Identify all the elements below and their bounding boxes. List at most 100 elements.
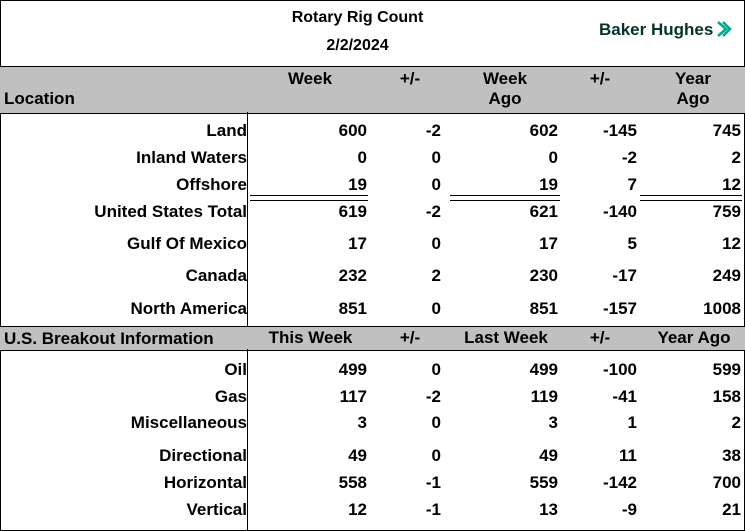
week-value: 619 xyxy=(338,202,367,221)
week-ago-value: 49 xyxy=(539,446,558,465)
year-ago-value: 2 xyxy=(731,413,741,432)
change-value: -2 xyxy=(621,148,637,167)
row-label: Offshore xyxy=(176,175,247,194)
year-ago-value: 12 xyxy=(722,234,741,253)
change-value: -41 xyxy=(612,387,637,406)
this-week-header: This Week xyxy=(268,328,353,347)
row-label: Horizontal xyxy=(163,473,247,492)
report-date: 2/2/2024 xyxy=(326,37,389,54)
column-separator xyxy=(247,349,248,531)
week-ago-value: 0 xyxy=(548,148,558,167)
week-value: 851 xyxy=(338,299,367,318)
week-ago-value: 17 xyxy=(539,234,558,253)
change-value: -142 xyxy=(602,473,637,492)
total-underline xyxy=(250,195,368,201)
change-header-1: +/- xyxy=(399,69,421,88)
week-value: 3 xyxy=(357,413,367,432)
week-ago-value: 230 xyxy=(529,266,558,285)
year-ago-header: Year Ago xyxy=(675,69,711,108)
brand-name: Baker Hughes xyxy=(599,20,714,39)
change-value: 0 xyxy=(431,175,441,194)
row-label: Inland Waters xyxy=(136,148,247,167)
week-value: 19 xyxy=(348,175,367,194)
week-value: 499 xyxy=(338,360,367,379)
change-value: 11 xyxy=(619,446,637,465)
row-label: United States Total xyxy=(94,202,247,221)
change-value: -9 xyxy=(621,500,637,519)
change-value: -100 xyxy=(602,360,637,379)
row-label: Canada xyxy=(185,266,247,285)
total-underline xyxy=(450,195,560,201)
week-ago-value: 602 xyxy=(529,121,558,140)
change-value: 0 xyxy=(431,234,441,253)
total-underline xyxy=(640,195,742,201)
week-value: 17 xyxy=(348,234,367,253)
change-value: 0 xyxy=(431,446,441,465)
change-value: -2 xyxy=(425,202,441,221)
row-label: Gas xyxy=(214,387,247,406)
report-title: Rotary Rig Count xyxy=(291,9,424,26)
year-ago-value: 700 xyxy=(712,473,741,492)
change-value: 0 xyxy=(431,360,441,379)
week-value: 0 xyxy=(357,148,367,167)
change-value: -2 xyxy=(425,121,441,140)
week-ago-value: 119 xyxy=(530,387,558,406)
year-ago-value: 38 xyxy=(722,446,741,465)
change-value: 0 xyxy=(431,413,441,432)
week-ago-value: 621 xyxy=(529,202,558,221)
year-ago-value: 12 xyxy=(722,175,741,194)
change-value: 7 xyxy=(627,175,637,194)
change-value: 5 xyxy=(627,234,637,253)
week-value: 117 xyxy=(339,387,367,406)
change-value: 0 xyxy=(431,148,441,167)
week-header: Week xyxy=(287,69,333,88)
year-ago-value: 2 xyxy=(731,148,741,167)
change-value: -145 xyxy=(602,121,637,140)
change-value: -140 xyxy=(602,202,637,221)
year-ago-value: 1008 xyxy=(703,299,741,318)
change-value: 2 xyxy=(431,266,441,285)
week-value: 49 xyxy=(348,446,367,465)
breakout-header: U.S. Breakout Information xyxy=(4,329,214,348)
breakout-change-header-2: +/- xyxy=(589,328,611,347)
change-value: -1 xyxy=(425,473,441,492)
year-ago-value: 599 xyxy=(712,360,741,379)
week-ago-value: 499 xyxy=(529,360,558,379)
week-ago-value: 13 xyxy=(539,500,558,519)
change-value: -17 xyxy=(612,266,637,285)
year-ago-value: 745 xyxy=(712,121,741,140)
location-header: Location xyxy=(4,89,75,108)
change-value: -1 xyxy=(425,500,441,519)
year-ago-value: 759 xyxy=(712,202,741,221)
row-label: Miscellaneous xyxy=(130,413,247,432)
breakout-header-band xyxy=(0,326,745,351)
week-value: 558 xyxy=(338,473,367,492)
row-label: Land xyxy=(206,121,247,140)
week-ago-header: Week Ago xyxy=(482,69,528,108)
year-ago-value: 249 xyxy=(712,266,741,285)
location-header-band xyxy=(0,66,745,114)
change-value: -2 xyxy=(425,387,441,406)
change-value: -157 xyxy=(602,299,637,318)
row-label: Vertical xyxy=(186,500,248,519)
row-label: Gulf Of Mexico xyxy=(127,234,247,253)
change-header-2: +/- xyxy=(589,69,611,88)
breakout-change-header-1: +/- xyxy=(399,328,421,347)
week-ago-value: 19 xyxy=(539,175,558,194)
year-ago-header-breakout: Year Ago xyxy=(657,328,731,347)
last-week-header: Last Week xyxy=(464,328,548,347)
row-label: North America xyxy=(130,299,247,318)
column-separator xyxy=(247,112,248,326)
year-ago-value: 158 xyxy=(712,387,741,406)
brand-chevron-icon xyxy=(717,21,733,37)
change-value: 1 xyxy=(627,413,637,432)
week-value: 232 xyxy=(338,266,367,285)
week-value: 600 xyxy=(338,121,367,140)
change-value: 0 xyxy=(431,299,441,318)
row-label: Directional xyxy=(159,446,247,465)
week-ago-value: 851 xyxy=(529,299,558,318)
week-value: 12 xyxy=(348,500,367,519)
year-ago-value: 21 xyxy=(722,500,741,519)
week-ago-value: 559 xyxy=(529,473,558,492)
row-label: Oil xyxy=(224,360,247,379)
